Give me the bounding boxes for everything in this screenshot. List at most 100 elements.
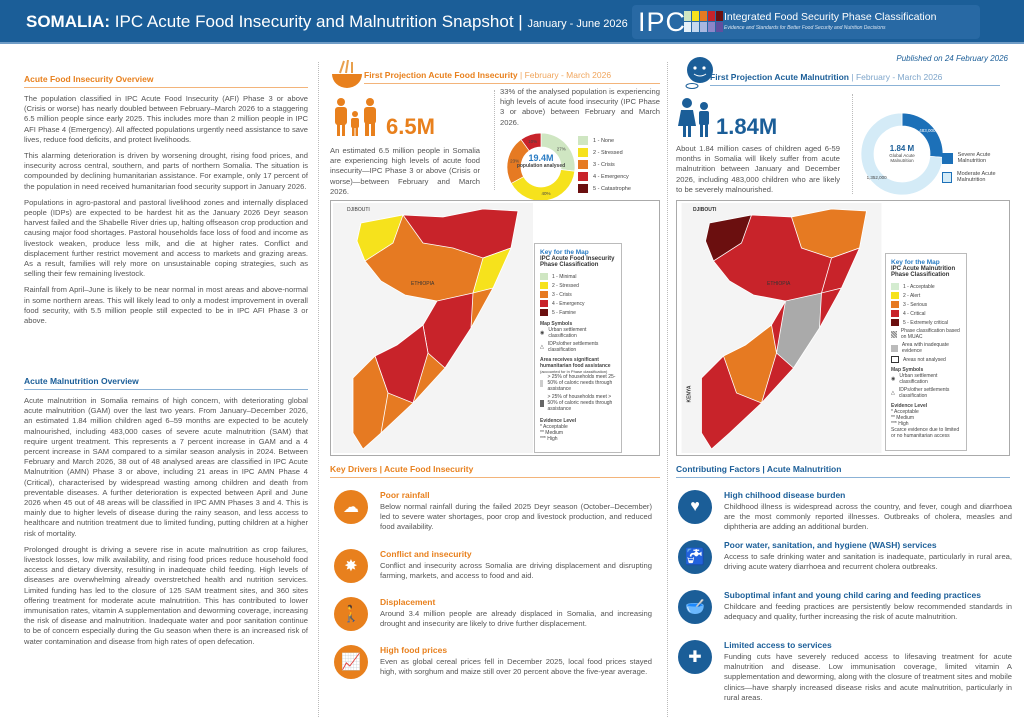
legend-item: Moderate Acute Malnutrition [942,171,1012,183]
medical-kit-icon: ✚ [678,640,712,674]
map-label-kenya: KENYA [686,385,693,403]
assistance-dark-icon [540,399,544,407]
map-label-djibouti: DJIBOUTI [347,207,370,213]
key-row: 4 - Emergency [540,300,616,307]
list-item: ✚ Limited access to services Funding cut… [678,640,1012,703]
item-title: Poor water, sanitation, and hygiene (WAS… [724,540,937,550]
item-text: Around 3.4 million people are already di… [380,609,652,629]
afi-projection-heading: First Projection Acute Food Insecurity [364,70,518,80]
list-item: ✸ Conflict and insecurity Conflict and i… [334,549,652,583]
amn-projection-period: February - March 2026 [855,72,943,82]
walking-person-icon: 🚶 [334,597,368,631]
family-icon [335,98,376,136]
legend-item: 1 - None [578,136,631,145]
children-icon [678,98,709,137]
key-drivers-heading: Key Drivers | Acute Food Insecurity [330,464,660,478]
afi-share-text: 33% of the analysed population is experi… [500,87,660,127]
rain-cloud-icon: ☁ [334,490,368,524]
paragraph: This alarming deterioration is driven by… [24,151,308,191]
idp-settlement-icon: △ [540,344,544,350]
key-drivers: Key Drivers | Acute Food Insecurity [330,464,660,478]
amn-donut-legend: Severe Acute Malnutrition Moderate Acute … [942,152,1012,190]
amn-figure: 1.84M [716,114,778,139]
item-text: Childhood illness is widespread across t… [724,502,1012,532]
key-title: Key for the Map [891,259,940,266]
item-title: Suboptimal infant and young child caring… [724,590,981,600]
item-text: Below normal rainfall during the failed … [380,502,652,532]
ipc-logo: IPC Integrated Food Security Phase Class… [632,5,980,39]
afi-overview-heading: Acute Food Insecurity Overview [24,74,308,88]
title-period: January - June 2026 [527,18,628,30]
afi-phase-donut: 27% 40% 23% 10% [506,132,576,202]
key-row: 5 - Famine [540,309,616,316]
afi-overview: Acute Food Insecurity Overview The popul… [24,74,308,326]
item-title: Displacement [380,597,436,607]
logo-color-squares [684,11,723,32]
key-assist-title: Area receives significant humanitarian f… [540,357,611,369]
bowl-spoon-icon: 🥣 [678,590,712,624]
food-bowl-icon [332,60,362,88]
key-subtitle: IPC Acute Malnutrition Phase Classificat… [891,266,956,278]
list-item: 🚰 Poor water, sanitation, and hygiene (W… [678,540,1012,574]
list-item: 🥣 Suboptimal infant and young child cari… [678,590,1012,624]
item-text: Childcare and feeding practices are pers… [724,602,1012,622]
donut-data-label: 483,000 [919,128,936,133]
item-title: High food prices [380,645,448,655]
amn-gam-donut: 483,000 1,352,000 [860,112,944,196]
amn-overview-heading: Acute Malnutrition Overview [24,376,308,390]
map-label-djibouti: DJIBOUTI [693,207,717,213]
logo-title: Integrated Food Security Phase Classific… [724,11,937,23]
item-title: High chilhood disease burden [724,490,846,500]
afi-map-key: Key for the Map IPC Acute Food Insecurit… [534,243,622,453]
list-item: 📈 High food prices Even as global cereal… [334,645,652,679]
legend-item: Severe Acute Malnutrition [942,152,1012,164]
legend-item: 5 - Catastrophe [578,184,631,193]
rising-chart-icon: 📈 [334,645,368,679]
contributing-factors: Contributing Factors | Acute Malnutritio… [676,464,1010,478]
donut-data-label: 1,352,000 [867,175,888,180]
list-item: ♥ High chilhood disease burden Childhood… [678,490,1012,533]
donut-center-value: 19.4M [528,153,554,163]
item-title: Conflict and insecurity [380,549,472,559]
item-text: Conflict and insecurity across Somalia a… [380,561,652,581]
logo-text: IPC [638,7,687,37]
country-name: SOMALIA: [26,12,111,31]
water-tap-icon: 🚰 [678,540,712,574]
amn-overview: Acute Malnutrition Overview Acute malnut… [24,376,308,647]
paragraph: Prolonged drought is driving a severe ri… [24,544,308,646]
explosion-icon: ✸ [334,549,368,583]
donut-data-label: 23% [510,159,519,164]
donut-data-label: 27% [557,147,566,152]
key-row: 1 - Minimal [540,273,616,280]
map-label-ethiopia: ETHIOPIA [411,281,435,287]
idp-settlement-icon: △ [891,390,895,396]
paragraph: Populations in agro-pastoral and pastora… [24,197,308,279]
legend-item: 4 - Emergency [578,172,631,181]
donut-segment [520,132,542,152]
list-item: ☁ Poor rainfall Below normal rainfall du… [334,490,652,533]
item-text: Access to safe drinking water and sanita… [724,552,1012,572]
afi-projection-text: An estimated 6.5 million people in Somal… [330,146,480,196]
afi-map[interactable]: DJIBOUTI ETHIOPIA Key for the Map IPC Ac… [330,200,660,456]
afi-somalia-map [333,203,533,453]
key-title: Key for the Map [540,249,589,256]
amn-projection-heading: First Projection Acute Malnutrition [710,72,849,82]
list-item: 🚶 Displacement Around 3.4 million people… [334,597,652,631]
published-date: Published on 24 February 2026 [896,54,1008,63]
donut-data-label: 10% [528,139,537,144]
paragraph: Rainfall from April–June is likely to be… [24,285,308,326]
item-text: Even as global cereal prices fell in Dec… [380,657,652,677]
header-banner: SOMALIA: IPC Acute Food Insecurity and M… [0,0,1024,44]
legend-item: 2 - Stressed [578,148,631,157]
donut-center-label: population analysed [516,163,566,169]
item-title: Limited access to services [724,640,832,650]
amn-map[interactable]: DJIBOUTI ETHIOPIA KENYA Key for the Map … [676,200,1010,456]
heart-pulse-icon: ♥ [678,490,712,524]
key-row: 2 - Stressed [540,282,616,289]
contributing-heading: Contributing Factors | Acute Malnutritio… [676,464,1010,478]
legend-item: 3 - Crisis [578,160,631,169]
urban-settlement-icon: ◉ [540,330,545,336]
item-text: Funding cuts have severely reduced acces… [724,652,1012,702]
amn-somalia-map [681,203,882,453]
key-subtitle: IPC Acute Food Insecurity Phase Classifi… [540,256,615,268]
